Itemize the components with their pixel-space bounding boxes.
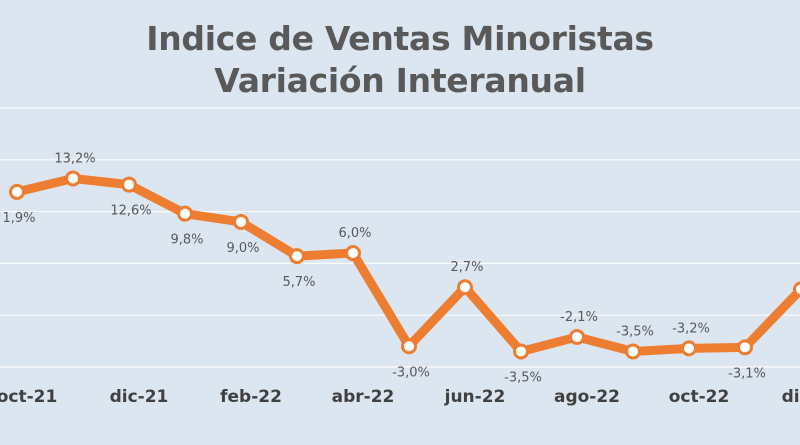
x-tick-label: abr-22 [332,387,395,407]
data-point [457,279,473,296]
data-label: 5,7% [282,275,315,290]
data-point [177,205,193,222]
data-point [233,213,249,230]
data-labels-group: 1,9% 13,2% 12,6% 9,8% 9,0% 5,7% 6,0% -3,0% 2,7% -… [2,151,765,385]
x-tick-label: jun-22 [444,387,506,407]
data-point [9,183,25,200]
data-point [569,328,585,345]
data-label: -3,0% [392,365,430,380]
x-tick-label: dic-21 [110,387,169,407]
chart-title-line1: Indice de Ventas Minoristas [146,19,654,58]
data-point [513,343,529,360]
x-tick-label: ago-22 [554,387,620,407]
x-tick-label: feb-22 [220,387,282,407]
x-tick-label: oct-21 [0,387,57,407]
data-label: 2,7% [450,260,483,275]
data-point [793,281,800,298]
x-tick-labels-group: oct-21 dic-21 feb-22 abr-22 jun-22 ago-22 oct-… [0,387,800,407]
data-label: 13,2% [54,151,95,166]
data-label: -3,5% [504,370,542,385]
data-label: -3,2% [672,321,710,336]
data-point [345,245,361,262]
gridlines [0,107,800,368]
points-group [9,170,800,360]
x-tick-label: dic-22 [782,387,800,407]
data-label: -3,1% [728,366,766,381]
data-point [65,170,81,187]
data-point [625,343,641,360]
data-label: 6,0% [338,226,371,241]
chart-subtitle: Variación Interanual [214,61,586,100]
data-label: 12,6% [110,204,151,219]
data-label: -3,5% [616,324,654,339]
data-label: 9,8% [170,233,203,248]
data-label: 1,9% [2,211,35,226]
data-point [681,340,697,357]
data-point [401,338,417,355]
x-tick-label: oct-22 [669,387,730,407]
data-label: -2,1% [560,310,598,325]
data-point [121,176,137,193]
chart-title: Indice de Ventas Minoristas Variación In… [0,18,800,102]
data-point [289,248,305,265]
data-label: 9,0% [226,241,259,256]
data-point [737,339,753,356]
